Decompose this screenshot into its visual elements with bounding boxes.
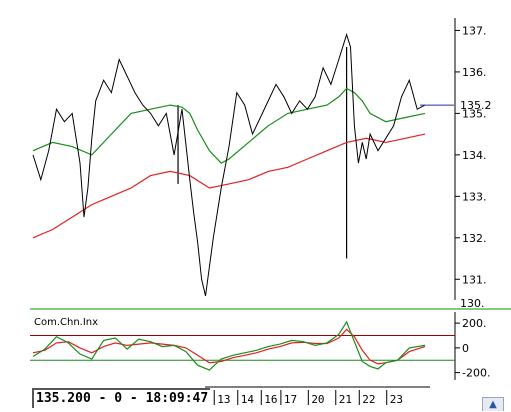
fast-moving-average-line — [32, 87, 426, 164]
date-label: 13 — [217, 393, 230, 406]
oscillator-tick-label: -200. — [462, 367, 490, 380]
date-label: 23 — [390, 393, 403, 406]
price-tick-label: 134. — [462, 149, 487, 162]
price-panel: 137. 136. 135. 134. 133. 132. 131. 135.2 130. — [32, 18, 492, 310]
price-tick-label: 135. — [462, 107, 487, 120]
date-label: 14 — [241, 393, 255, 406]
oscillator-axis-ticks: 200. 0 -200. — [455, 317, 490, 380]
oscillator-panel: Com.Chn.Inx 200. 0 -200. — [30, 312, 490, 380]
date-axis-labels: 01314161720212223 — [194, 390, 403, 406]
oscillator-tick-label: 200. — [462, 317, 487, 330]
price-tick-label: 136. — [462, 66, 487, 79]
chevron-up-icon[interactable]: ▲ — [482, 397, 504, 411]
slow-moving-average-line — [32, 133, 426, 239]
date-label: 21 — [339, 393, 352, 406]
oscillator-levels — [30, 334, 455, 361]
date-label: 17 — [284, 393, 297, 406]
oscillator-tick-label: 0 — [462, 342, 469, 355]
date-label: 22 — [362, 393, 375, 406]
price-axis-ticks: 137. 136. 135. 134. 133. 132. 131. — [455, 24, 487, 286]
date-label: 20 — [311, 393, 324, 406]
oscillator-title: Com.Chn.Inx — [34, 317, 98, 328]
oscillator-fast-line — [32, 320, 426, 371]
price-spikes — [177, 47, 348, 259]
price-readout: 135.200 - 0 - 18:09:47 — [32, 388, 211, 408]
date-label: 16 — [264, 393, 277, 406]
price-tick-label: 131. — [462, 273, 487, 286]
price-partial-tick-label: 130. — [460, 297, 485, 310]
price-tick-label: 133. — [462, 190, 487, 203]
price-tick-label: 137. — [462, 24, 487, 37]
price-series-line — [32, 32, 426, 297]
last-price-label: 135.2 — [460, 99, 492, 112]
oscillator-slow-line — [32, 328, 426, 365]
price-tick-label: 132. — [462, 232, 487, 245]
